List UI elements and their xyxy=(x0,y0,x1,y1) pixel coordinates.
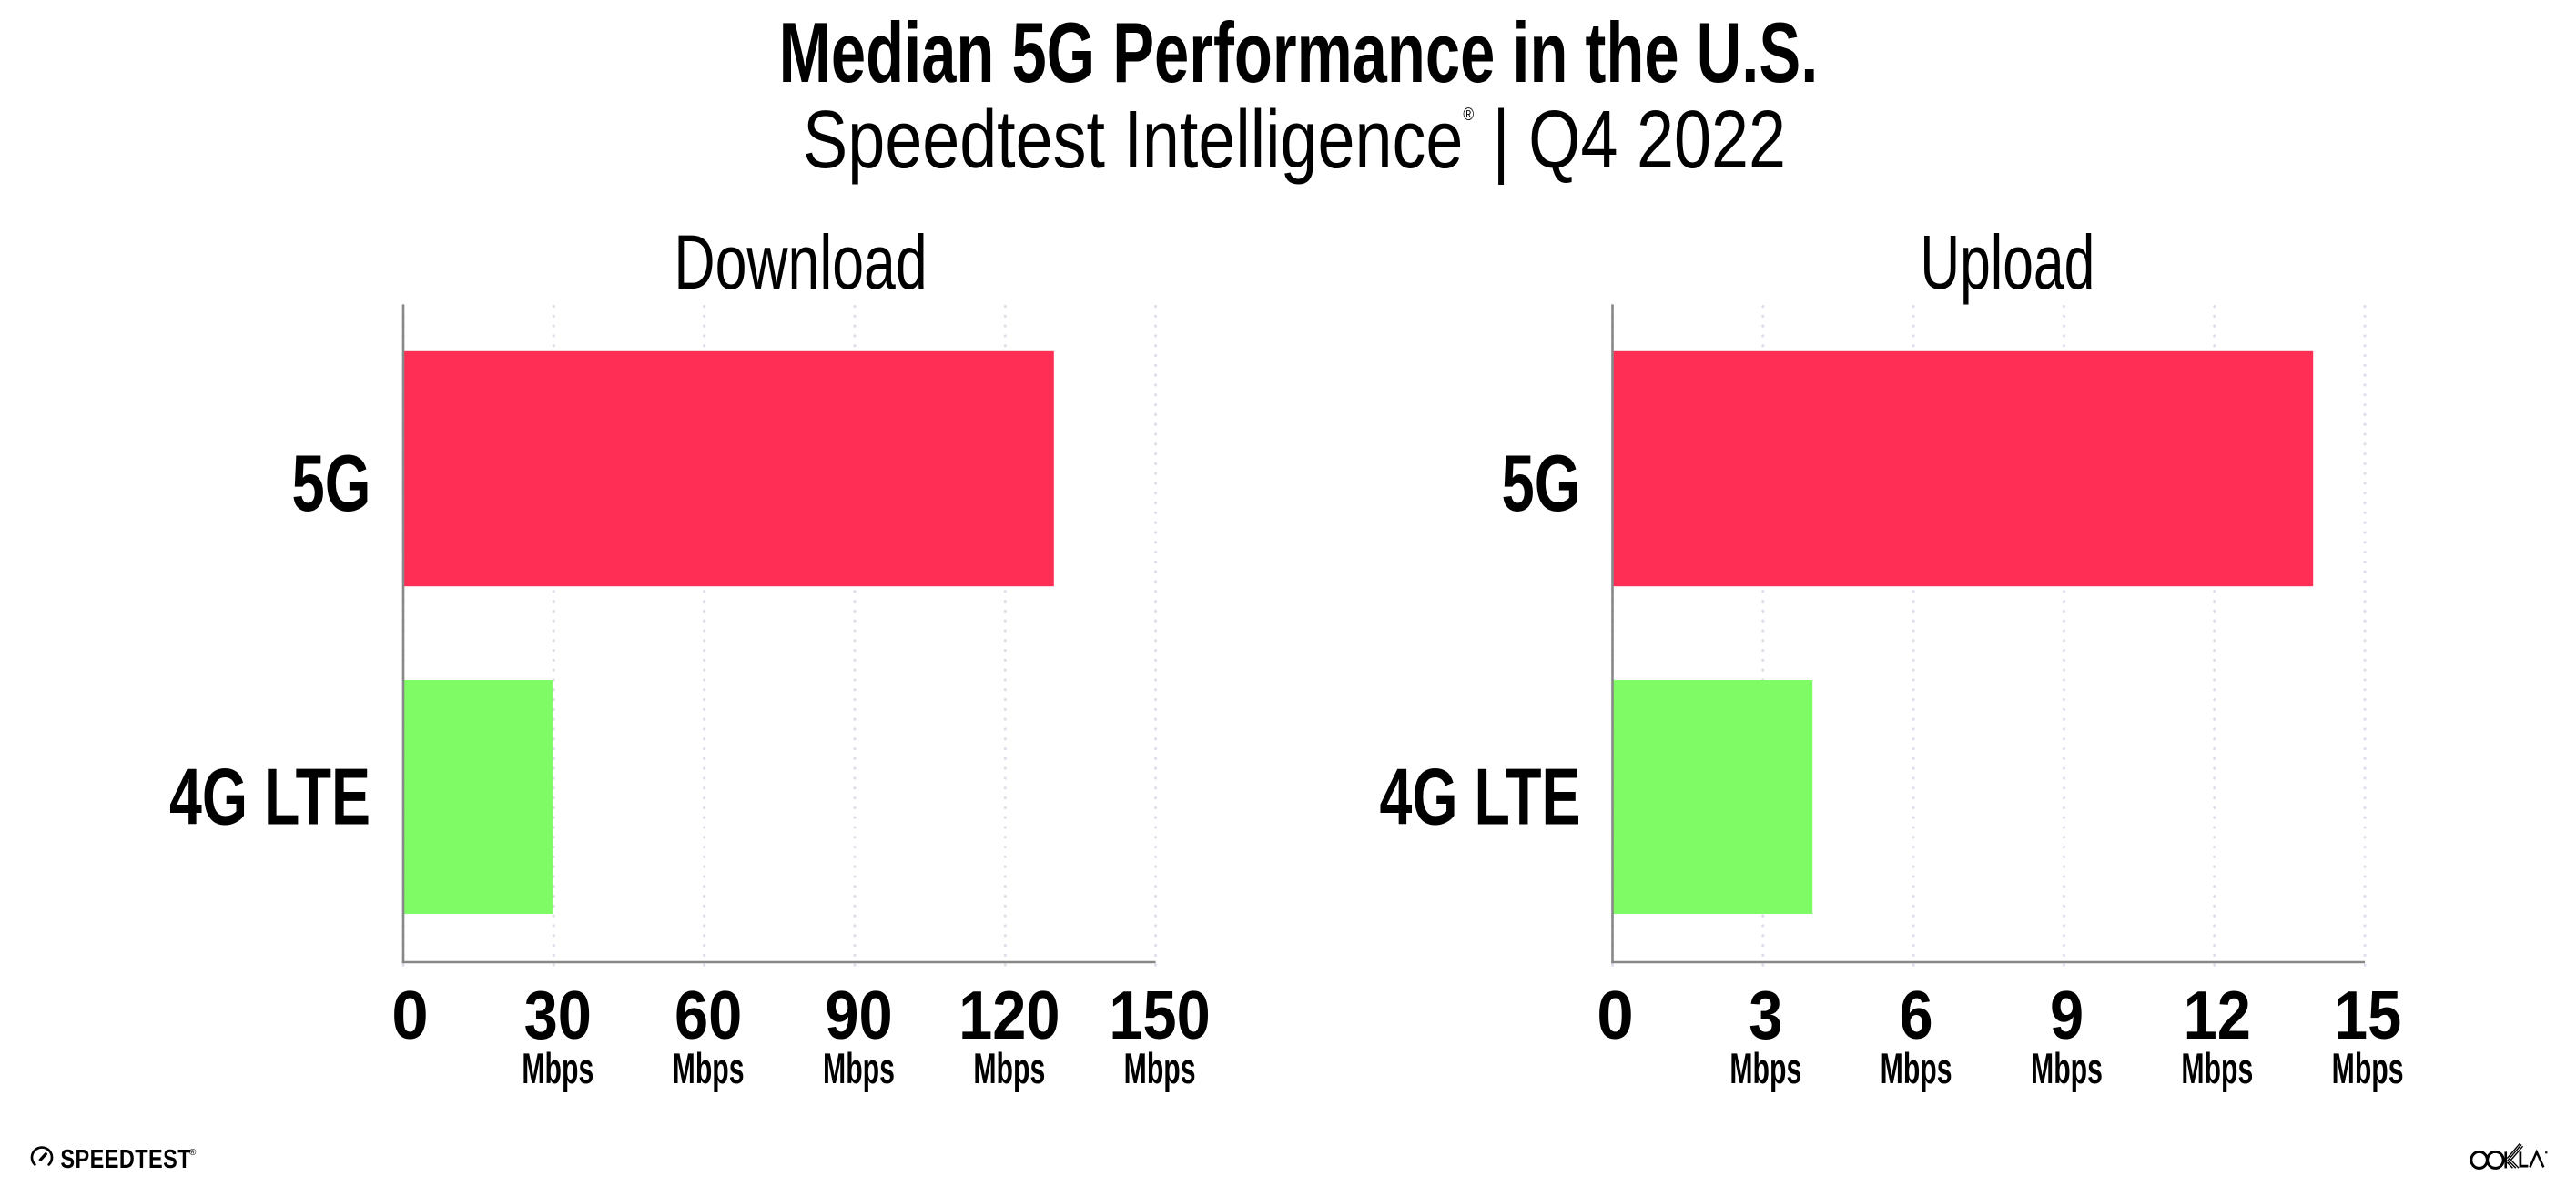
svg-text:Mbps: Mbps xyxy=(823,1045,895,1092)
svg-text:9: 9 xyxy=(2050,978,2084,1053)
svg-text:3: 3 xyxy=(1749,978,1782,1053)
svg-text:Mbps: Mbps xyxy=(1124,1045,1196,1092)
svg-text:Mbps: Mbps xyxy=(2181,1045,2253,1092)
svg-text:Mbps: Mbps xyxy=(1729,1045,1801,1092)
svg-text:150: 150 xyxy=(1109,978,1210,1053)
svg-text:30: 30 xyxy=(524,978,592,1053)
svg-text:90: 90 xyxy=(825,978,892,1053)
svg-text:Mbps: Mbps xyxy=(2332,1045,2404,1092)
svg-text:Mbps: Mbps xyxy=(973,1045,1045,1092)
svg-text:Download: Download xyxy=(674,219,927,305)
svg-text:Mbps: Mbps xyxy=(522,1045,593,1092)
svg-text:4G LTE: 4G LTE xyxy=(169,753,370,842)
svg-text:®: ® xyxy=(189,1148,197,1158)
svg-text:6: 6 xyxy=(1900,978,1933,1053)
svg-text:Mbps: Mbps xyxy=(1881,1045,1952,1092)
svg-text:5G: 5G xyxy=(1502,440,1581,529)
svg-text:Upload: Upload xyxy=(1920,219,2094,305)
svg-text:Mbps: Mbps xyxy=(2031,1045,2103,1092)
svg-text:120: 120 xyxy=(958,978,1060,1053)
svg-text:15: 15 xyxy=(2334,978,2401,1053)
svg-text:SPEEDTEST: SPEEDTEST xyxy=(60,1144,191,1174)
svg-text:12: 12 xyxy=(2184,978,2251,1053)
svg-text:5G: 5G xyxy=(292,440,371,529)
svg-text:0: 0 xyxy=(1597,977,1633,1053)
svg-text:60: 60 xyxy=(674,978,742,1053)
svg-text:Speedtest Intelligence® | Q4 2: Speedtest Intelligence® | Q4 2022 xyxy=(803,95,1786,186)
svg-text:0: 0 xyxy=(391,977,428,1053)
svg-text:4G LTE: 4G LTE xyxy=(1380,753,1581,842)
svg-text:Mbps: Mbps xyxy=(673,1045,745,1092)
svg-text:Median 5G Performance in the U: Median 5G Performance in the U.S. xyxy=(779,5,1819,101)
